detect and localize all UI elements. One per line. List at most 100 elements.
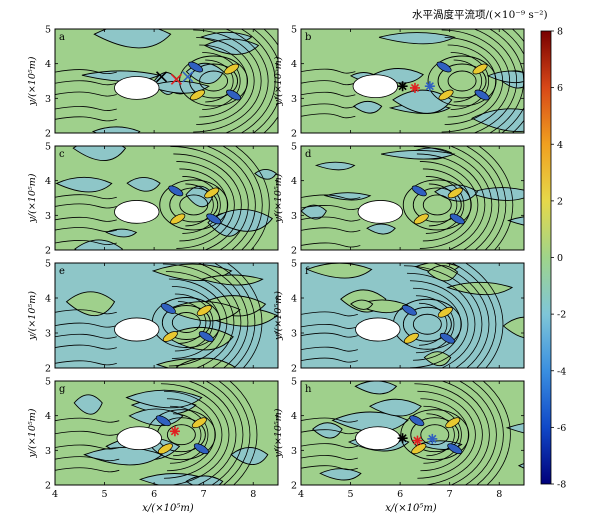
panel-label: e (59, 266, 65, 277)
contour-line (55, 360, 117, 366)
contour-patch (392, 89, 453, 114)
y-tick-label: 5 (45, 25, 51, 36)
contour-line (301, 80, 356, 86)
panel-h: h 2 3 4 5 y/(×10⁵m) 4 5 6 7 8 (273, 377, 525, 500)
contour-line (301, 216, 361, 222)
contour-line (418, 302, 448, 346)
vortex-ring (159, 179, 229, 231)
vortex-lobe (191, 417, 207, 429)
contour-line (55, 194, 117, 200)
obstacle-island (355, 426, 401, 451)
y-tick-label: 5 (291, 142, 297, 153)
contour-line (406, 272, 476, 368)
vortex-ring (437, 63, 487, 99)
y-tick-label: 2 (291, 364, 297, 375)
contour-line (301, 324, 358, 329)
contour-line (193, 29, 262, 133)
contour-line (416, 153, 486, 250)
contour-line (174, 293, 214, 352)
contour-line (413, 146, 493, 250)
y-tick-label: 4 (291, 176, 297, 187)
contour-patch (368, 398, 422, 417)
contour-line (176, 161, 235, 249)
colorbar-gradient (540, 30, 552, 485)
contour-line (419, 161, 479, 249)
y-tick-label: 3 (45, 329, 51, 340)
y-tick-label: 3 (45, 211, 51, 222)
contour-line (55, 91, 117, 97)
marker-cross (182, 71, 194, 83)
panel-c: c 2 3 4 5 y/(×10⁵m) (27, 142, 279, 257)
x-tick-label: 6 (151, 489, 157, 500)
contour-line (478, 146, 514, 250)
contour-line (205, 59, 234, 103)
vortex-lobe (196, 305, 212, 316)
contour-line (226, 263, 263, 368)
contour-patch (314, 161, 356, 171)
panel-label: a (59, 32, 65, 43)
marker-star (409, 82, 420, 93)
y-tick-label: 5 (45, 377, 51, 388)
contour-line (55, 309, 117, 315)
contour-line (173, 153, 242, 250)
x-tick-label: 5 (348, 489, 354, 500)
y-tick-label: 2 (45, 129, 51, 140)
contour-line (205, 381, 244, 485)
panel-frame (54, 145, 279, 251)
panel-e: e 2 3 4 5 y/(×10⁵m) (27, 259, 279, 375)
contour-line (55, 322, 117, 328)
contour-patch (517, 463, 524, 469)
x-tick-label: 8 (496, 489, 502, 500)
vortex-lobe (413, 213, 429, 225)
vortex-lobe (204, 187, 220, 199)
vortex-ring (427, 55, 497, 107)
contour-line (415, 295, 455, 354)
y-axis-label: y/(×10⁵m) (27, 56, 38, 106)
contour-line (55, 430, 120, 436)
vortex-lobe (411, 185, 427, 197)
y-tick-label: 2 (45, 246, 51, 257)
contour-line (301, 103, 356, 109)
panel-f: f 2 3 4 5 y/(×10⁵m) (273, 259, 525, 375)
contour-patch (126, 176, 161, 192)
vortex-ring (447, 70, 477, 92)
contour-line (160, 383, 230, 485)
contour-line (417, 390, 476, 479)
vortex-ring (179, 55, 249, 107)
contour-line (428, 183, 458, 227)
contour-line (422, 168, 472, 242)
contour-line (409, 280, 469, 368)
field-background (55, 146, 278, 250)
vortex-lobe (436, 61, 452, 73)
contour-line (451, 263, 497, 368)
panel-frame (54, 28, 279, 134)
marker-star (169, 426, 180, 437)
y-tick-label: 2 (291, 246, 297, 257)
contour-line (179, 168, 228, 242)
y-tick-label: 4 (45, 59, 51, 70)
x-tick-label: 4 (52, 489, 58, 500)
vortex-lobe (188, 61, 204, 73)
contour-line (473, 29, 518, 133)
panel-label: d (305, 149, 312, 160)
contour-patch (507, 216, 524, 226)
y-tick-label: 4 (291, 294, 297, 305)
x-tick-label: 4 (298, 489, 304, 500)
panel-frame (300, 28, 525, 134)
contour-line (301, 227, 361, 233)
contour-line (168, 278, 228, 367)
contour-line (301, 417, 358, 423)
contour-line (301, 429, 358, 435)
y-tick-label: 5 (291, 25, 297, 36)
vortex-ring (400, 409, 470, 461)
contour-line (447, 44, 496, 118)
contour-line (55, 240, 117, 245)
vortex-ring (171, 312, 201, 333)
contour-line (440, 381, 490, 485)
vortex-ring (169, 187, 219, 223)
contour-line (301, 346, 358, 352)
contour-line (453, 59, 483, 103)
contour-patch (502, 316, 524, 339)
y-tick-label: 4 (45, 411, 51, 422)
vortex-lobe (411, 443, 427, 455)
